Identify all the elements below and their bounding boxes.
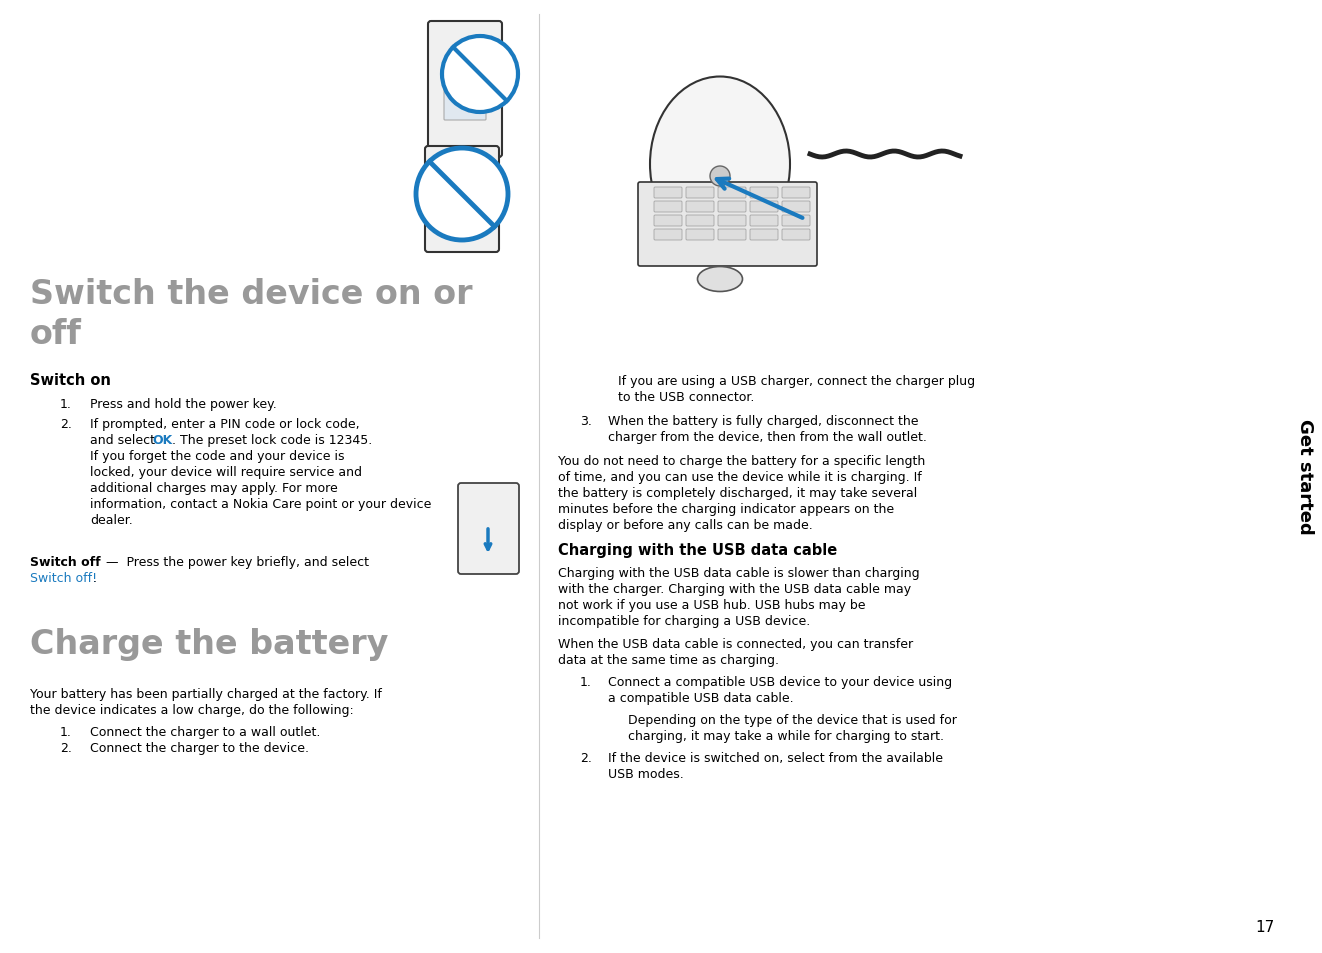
- FancyBboxPatch shape: [654, 188, 682, 199]
- Text: USB modes.: USB modes.: [608, 767, 683, 781]
- Text: incompatible for charging a USB device.: incompatible for charging a USB device.: [558, 615, 810, 627]
- FancyBboxPatch shape: [654, 215, 682, 227]
- Text: If prompted, enter a PIN code or lock code,: If prompted, enter a PIN code or lock co…: [90, 417, 360, 431]
- FancyBboxPatch shape: [783, 202, 810, 213]
- Text: If you forget the code and your device is: If you forget the code and your device i…: [90, 450, 345, 462]
- FancyBboxPatch shape: [783, 215, 810, 227]
- Text: data at the same time as charging.: data at the same time as charging.: [558, 654, 779, 666]
- FancyBboxPatch shape: [750, 188, 779, 199]
- Text: Switch off!: Switch off!: [30, 572, 97, 584]
- Text: —  Press the power key briefly, and select: — Press the power key briefly, and selec…: [102, 556, 369, 568]
- FancyBboxPatch shape: [457, 483, 520, 575]
- Text: locked, your device will require service and: locked, your device will require service…: [90, 465, 362, 478]
- Ellipse shape: [650, 77, 791, 253]
- FancyBboxPatch shape: [750, 202, 779, 213]
- Circle shape: [416, 149, 508, 241]
- Text: 1.: 1.: [580, 676, 592, 688]
- FancyBboxPatch shape: [718, 202, 746, 213]
- Text: the device indicates a low charge, do the following:: the device indicates a low charge, do th…: [30, 703, 354, 717]
- Text: If you are using a USB charger, connect the charger plug: If you are using a USB charger, connect …: [617, 375, 976, 388]
- Text: charger from the device, then from the wall outlet.: charger from the device, then from the w…: [608, 431, 927, 443]
- FancyBboxPatch shape: [686, 188, 714, 199]
- Text: When the battery is fully charged, disconnect the: When the battery is fully charged, disco…: [608, 415, 919, 428]
- Text: 2.: 2.: [59, 741, 71, 754]
- Text: the battery is completely discharged, it may take several: the battery is completely discharged, it…: [558, 486, 917, 499]
- Text: with the charger. Charging with the USB data cable may: with the charger. Charging with the USB …: [558, 582, 911, 596]
- FancyBboxPatch shape: [718, 188, 746, 199]
- Text: a compatible USB data cable.: a compatible USB data cable.: [608, 691, 793, 704]
- Text: Charging with the USB data cable is slower than charging: Charging with the USB data cable is slow…: [558, 566, 920, 579]
- FancyBboxPatch shape: [686, 202, 714, 213]
- FancyBboxPatch shape: [718, 215, 746, 227]
- FancyBboxPatch shape: [783, 230, 810, 241]
- Text: Depending on the type of the device that is used for: Depending on the type of the device that…: [628, 713, 957, 726]
- Circle shape: [442, 37, 518, 112]
- Text: dealer.: dealer.: [90, 514, 132, 526]
- Text: off: off: [30, 317, 82, 351]
- Text: .: .: [93, 572, 97, 584]
- Text: Switch on: Switch on: [30, 373, 111, 388]
- Text: of time, and you can use the device while it is charging. If: of time, and you can use the device whil…: [558, 471, 921, 483]
- Text: You do not need to charge the battery for a specific length: You do not need to charge the battery fo…: [558, 455, 925, 468]
- Text: Press and hold the power key.: Press and hold the power key.: [90, 397, 276, 411]
- Text: charging, it may take a while for charging to start.: charging, it may take a while for chargi…: [628, 729, 944, 742]
- Text: 2.: 2.: [580, 751, 592, 764]
- FancyBboxPatch shape: [654, 230, 682, 241]
- Text: Connect a compatible USB device to your device using: Connect a compatible USB device to your …: [608, 676, 952, 688]
- Circle shape: [710, 167, 730, 187]
- Text: display or before any calls can be made.: display or before any calls can be made.: [558, 518, 813, 532]
- FancyBboxPatch shape: [750, 215, 779, 227]
- Text: If the device is switched on, select from the available: If the device is switched on, select fro…: [608, 751, 943, 764]
- Text: Connect the charger to the device.: Connect the charger to the device.: [90, 741, 309, 754]
- FancyBboxPatch shape: [750, 230, 779, 241]
- Text: 1.: 1.: [59, 397, 71, 411]
- FancyBboxPatch shape: [654, 202, 682, 213]
- Text: information, contact a Nokia Care point or your device: information, contact a Nokia Care point …: [90, 497, 431, 511]
- Text: 2.: 2.: [59, 417, 71, 431]
- FancyBboxPatch shape: [639, 183, 817, 267]
- FancyBboxPatch shape: [444, 69, 486, 121]
- Text: Charge the battery: Charge the battery: [30, 627, 389, 660]
- Text: 1.: 1.: [59, 725, 71, 739]
- Text: Your battery has been partially charged at the factory. If: Your battery has been partially charged …: [30, 687, 382, 700]
- Text: and select: and select: [90, 434, 159, 447]
- Text: OK: OK: [152, 434, 172, 447]
- Text: to the USB connector.: to the USB connector.: [617, 391, 755, 403]
- Ellipse shape: [698, 267, 743, 293]
- FancyBboxPatch shape: [783, 188, 810, 199]
- Text: not work if you use a USB hub. USB hubs may be: not work if you use a USB hub. USB hubs …: [558, 598, 866, 612]
- Text: minutes before the charging indicator appears on the: minutes before the charging indicator ap…: [558, 502, 894, 516]
- Text: 3.: 3.: [580, 415, 592, 428]
- Text: 17: 17: [1256, 919, 1274, 934]
- Text: Switch the device on or: Switch the device on or: [30, 277, 472, 311]
- Text: Switch off: Switch off: [30, 556, 100, 568]
- Text: . The preset lock code is 12345.: . The preset lock code is 12345.: [172, 434, 373, 447]
- Text: When the USB data cable is connected, you can transfer: When the USB data cable is connected, yo…: [558, 638, 914, 650]
- FancyBboxPatch shape: [686, 230, 714, 241]
- FancyBboxPatch shape: [424, 147, 498, 253]
- Text: Connect the charger to a wall outlet.: Connect the charger to a wall outlet.: [90, 725, 320, 739]
- Text: Get started: Get started: [1296, 418, 1314, 535]
- FancyBboxPatch shape: [718, 230, 746, 241]
- Text: Charging with the USB data cable: Charging with the USB data cable: [558, 542, 837, 558]
- FancyBboxPatch shape: [428, 22, 502, 158]
- FancyBboxPatch shape: [686, 215, 714, 227]
- Text: additional charges may apply. For more: additional charges may apply. For more: [90, 481, 337, 495]
